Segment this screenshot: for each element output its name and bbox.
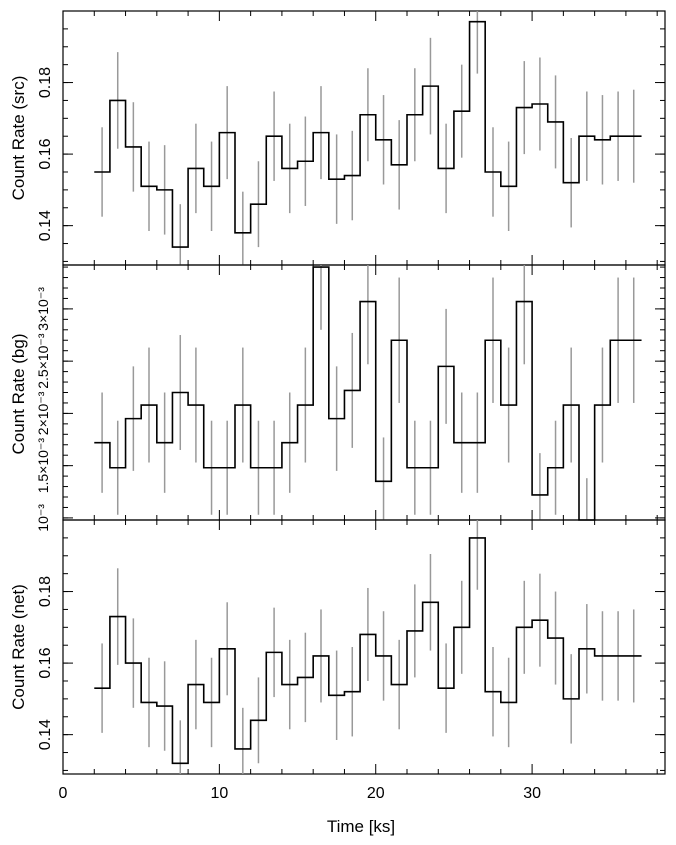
panel-bg-frame bbox=[62, 264, 666, 521]
panel-net: 0.14 0.16 0.18 Count Rate (net) bbox=[9, 519, 666, 775]
x-tick-label: 20 bbox=[367, 785, 385, 802]
panel-src-frame bbox=[62, 10, 666, 266]
y-tick-label: 2.5×10⁻³ bbox=[35, 333, 51, 389]
panel-bg-ticks bbox=[62, 265, 665, 520]
y-tick-label: 2×10⁻³ bbox=[35, 391, 51, 435]
y-tick-label: 0.16 bbox=[37, 647, 54, 678]
panel-net-ylabel: Count Rate (net) bbox=[9, 584, 28, 710]
panel-bg-ylabel: Count Rate (bg) bbox=[9, 334, 28, 455]
panel-bg-tick-labels: 10⁻³ 1.5×10⁻³ 2×10⁻³ 2.5×10⁻³ 3×10⁻³ bbox=[35, 287, 51, 532]
panel-net-step-line bbox=[94, 537, 642, 765]
panel-bg-step-line bbox=[94, 266, 642, 521]
panel-src-step-line bbox=[94, 20, 642, 248]
y-tick-label: 10⁻³ bbox=[35, 504, 51, 532]
panel-src: 0.14 0.16 0.18 Count Rate (src) bbox=[9, 10, 666, 266]
x-axis-label: Time [ks] bbox=[327, 817, 395, 836]
panel-bg: 10⁻³ 1.5×10⁻³ 2×10⁻³ 2.5×10⁻³ 3×10⁻³ Count R… bbox=[9, 264, 666, 532]
x-axis-tick-labels: 0 10 20 30 bbox=[59, 785, 542, 802]
panel-net-tick-labels: 0.14 0.16 0.18 bbox=[37, 576, 54, 750]
panel-src-ylabel: Count Rate (src) bbox=[9, 76, 28, 201]
y-tick-label: 0.18 bbox=[37, 576, 54, 607]
y-tick-label: 1.5×10⁻³ bbox=[35, 438, 51, 494]
panel-net-frame bbox=[62, 519, 666, 775]
panel-src-ticks bbox=[62, 11, 665, 265]
x-tick-label: 10 bbox=[210, 785, 228, 802]
y-tick-label: 0.16 bbox=[37, 138, 54, 169]
y-tick-label: 0.14 bbox=[37, 719, 54, 750]
x-tick-label: 30 bbox=[523, 785, 541, 802]
y-tick-label: 0.14 bbox=[37, 210, 54, 241]
y-tick-label: 3×10⁻³ bbox=[35, 287, 51, 331]
panel-net-errorbars bbox=[101, 520, 635, 774]
panel-src-tick-labels: 0.14 0.16 0.18 bbox=[37, 67, 54, 241]
x-tick-label: 0 bbox=[59, 785, 68, 802]
panel-src-errorbars bbox=[101, 11, 635, 265]
y-tick-label: 0.18 bbox=[37, 67, 54, 98]
panel-net-ticks bbox=[62, 520, 665, 774]
